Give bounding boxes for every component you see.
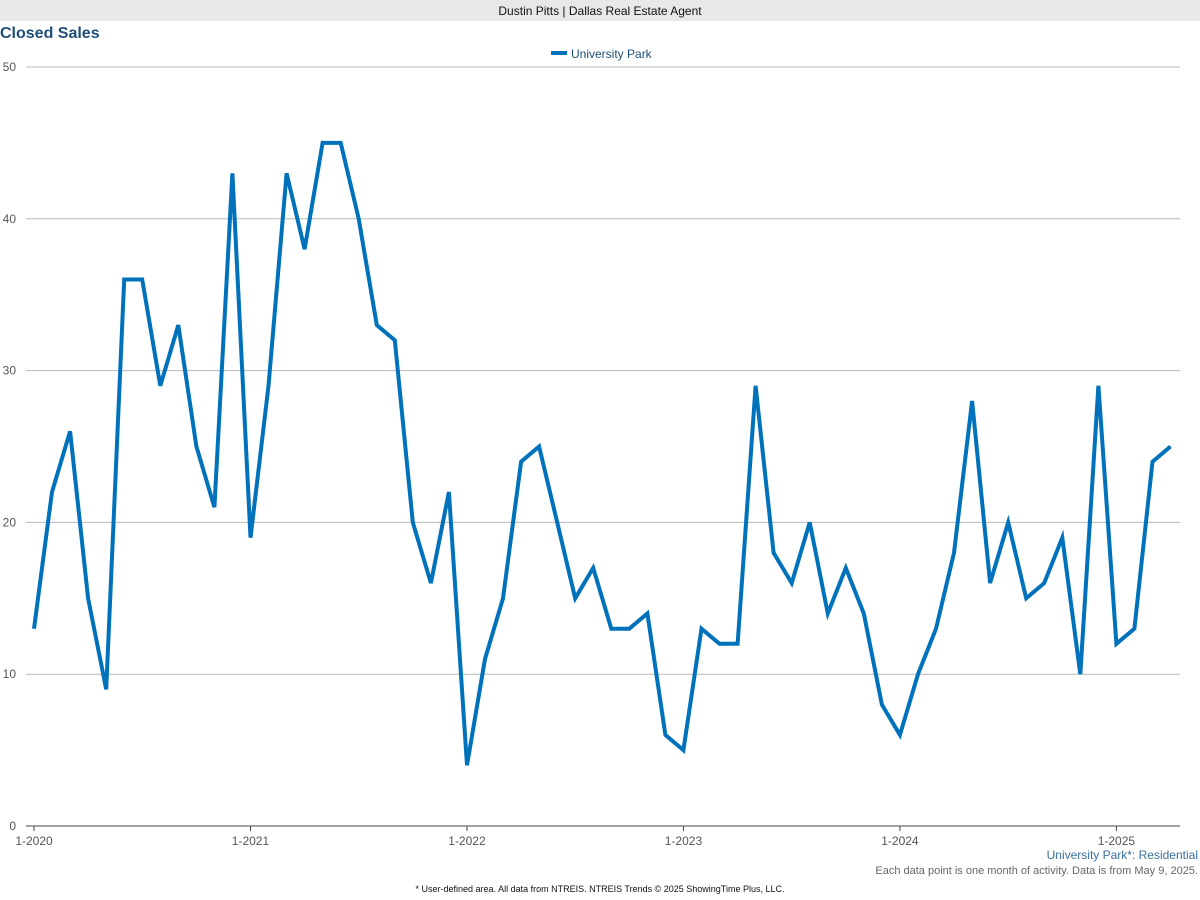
x-tick-label: 1-2025 xyxy=(1098,834,1136,848)
x-tick-label: 1-2021 xyxy=(232,834,270,848)
x-tick-label: 1-2024 xyxy=(881,834,919,848)
x-tick-label: 1-2023 xyxy=(665,834,703,848)
y-tick-label: 20 xyxy=(3,515,17,529)
series-line xyxy=(32,140,1172,766)
y-tick-label: 0 xyxy=(9,819,16,833)
report-header-title: Dustin Pitts | Dallas Real Estate Agent xyxy=(498,4,702,18)
y-tick-label: 30 xyxy=(3,364,17,378)
x-axis-ticks: 1-2020 1-2021 1-2022 1-2023 1-2024 1-2025 xyxy=(15,834,1135,848)
y-tick-label: 50 xyxy=(3,60,17,74)
data-note: Each data point is one month of activity… xyxy=(875,865,1198,877)
chart-title: Closed Sales xyxy=(0,25,100,42)
area-label: University Park*: Residential xyxy=(1046,848,1198,862)
legend-swatch xyxy=(551,51,567,55)
y-tick-label: 10 xyxy=(3,667,17,681)
y-tick-label: 40 xyxy=(3,212,17,226)
x-tick-label: 1-2020 xyxy=(15,834,53,848)
legend[interactable]: University Park xyxy=(551,47,653,61)
data-credit: * User-defined area. All data from NTREI… xyxy=(415,884,785,894)
series-layer xyxy=(32,140,1172,766)
legend-label: University Park xyxy=(571,47,653,61)
x-axis xyxy=(26,825,1180,831)
x-tick-label: 1-2022 xyxy=(448,834,486,848)
report-header: Dustin Pitts | Dallas Real Estate Agent xyxy=(0,0,1200,21)
y-axis-ticks: 0 10 20 30 40 50 xyxy=(3,60,17,833)
gridlines xyxy=(26,66,1180,675)
